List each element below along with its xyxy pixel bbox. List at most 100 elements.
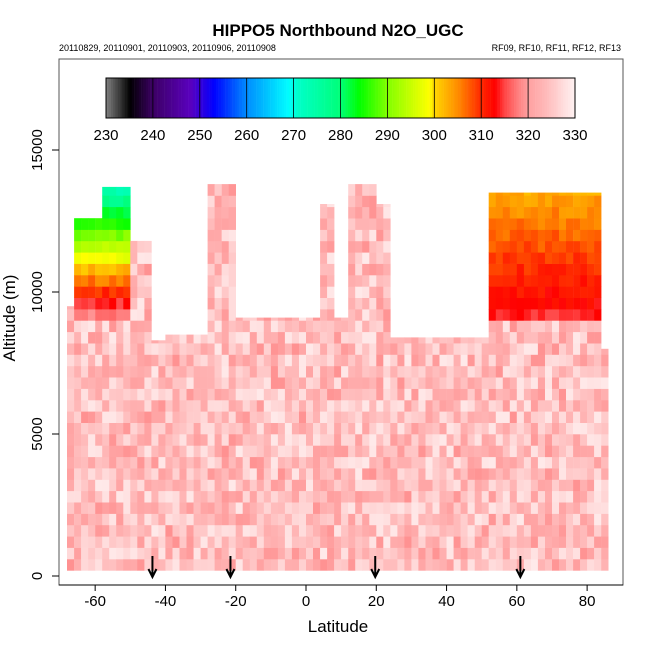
heatmap-cell	[95, 252, 103, 264]
y-tick-label: 5000	[29, 417, 46, 450]
heatmap-cell	[559, 468, 567, 480]
heatmap-cell	[369, 524, 377, 537]
heatmap-cell	[439, 524, 447, 537]
colorbar-segment	[242, 78, 245, 118]
heatmap-cell	[235, 490, 243, 503]
colorbar-segment	[162, 78, 165, 118]
heatmap-cell	[327, 411, 335, 423]
heatmap-cell	[587, 479, 595, 492]
heatmap-cell	[453, 377, 461, 389]
heatmap-cell	[81, 218, 89, 230]
heatmap-cell	[580, 263, 588, 276]
heatmap-cell	[151, 524, 159, 537]
heatmap-cell	[242, 559, 250, 571]
heatmap-cell	[109, 320, 117, 333]
colorbar-segment	[122, 78, 126, 118]
heatmap-cell	[552, 309, 560, 321]
heatmap-cell	[284, 468, 293, 480]
colorbar-segment	[361, 78, 365, 118]
heatmap-cell	[284, 490, 293, 503]
heatmap-cell	[320, 513, 328, 526]
heatmap-cell	[509, 422, 518, 435]
heatmap-cell	[74, 286, 82, 298]
colorbar-segment	[567, 78, 571, 118]
heatmap-cell	[545, 331, 553, 344]
colorbar-segment	[469, 78, 473, 118]
heatmap-cell	[235, 536, 243, 548]
heatmap-cell	[348, 229, 356, 242]
heatmap-cell	[369, 184, 377, 196]
heatmap-cell	[516, 263, 525, 276]
heatmap-cell	[601, 445, 609, 458]
heatmap-cell	[369, 195, 377, 208]
heatmap-cell	[109, 536, 117, 548]
heatmap-cell	[530, 536, 539, 548]
heatmap-cell	[573, 229, 581, 242]
colorbar-segment	[305, 78, 308, 118]
heatmap-cell	[530, 479, 539, 492]
heatmap-cell	[601, 365, 609, 378]
heatmap-cell	[172, 513, 180, 526]
heatmap-cell	[306, 399, 314, 412]
heatmap-cell	[313, 445, 321, 458]
heatmap-cell	[320, 377, 328, 389]
heatmap-cell	[348, 536, 356, 548]
heatmap-cell	[369, 275, 377, 287]
heatmap-cell	[207, 513, 215, 526]
heatmap-cell	[425, 502, 433, 514]
heatmap-cell	[179, 445, 187, 458]
heatmap-cell	[320, 206, 328, 219]
heatmap-cell	[214, 434, 222, 446]
heatmap-cell	[601, 354, 609, 367]
heatmap-cell	[418, 524, 426, 537]
heatmap-cell	[566, 411, 574, 423]
colorbar-segment	[326, 78, 330, 118]
heatmap-cell	[221, 252, 229, 264]
heatmap-cell	[502, 513, 511, 526]
heatmap-cell	[193, 388, 201, 401]
heatmap-cell	[270, 456, 279, 469]
heatmap-cell	[383, 377, 391, 389]
heatmap-cell	[228, 206, 236, 219]
heatmap-cell	[249, 456, 258, 469]
heatmap-cell	[88, 479, 96, 492]
heatmap-cell	[502, 263, 511, 276]
heatmap-cell	[439, 468, 447, 480]
heatmap-cell	[95, 365, 103, 378]
heatmap-cell	[369, 297, 377, 310]
heatmap-cell	[74, 490, 82, 503]
heatmap-cell	[523, 320, 532, 333]
colorbar-segment	[223, 78, 226, 118]
heatmap-cell	[228, 354, 236, 367]
heatmap-cell	[158, 502, 166, 514]
heatmap-cell	[95, 275, 103, 287]
heatmap-cell	[530, 559, 539, 571]
heatmap-cell	[186, 524, 194, 537]
heatmap-cell	[207, 252, 215, 264]
colorbar-tick-label: 260	[234, 127, 259, 144]
heatmap-cell	[228, 445, 236, 458]
heatmap-cell	[102, 479, 110, 492]
heatmap-cell	[327, 286, 335, 298]
heatmap-cell	[291, 524, 300, 537]
heatmap-cell	[327, 204, 335, 208]
heatmap-cell	[383, 388, 391, 401]
heatmap-cell	[523, 192, 532, 196]
flights-subtitle: RF09, RF10, RF11, RF12, RF13	[492, 43, 621, 53]
heatmap-cell	[109, 252, 117, 264]
heatmap-cell	[221, 513, 229, 526]
heatmap-cell	[88, 547, 96, 560]
heatmap-cell	[313, 456, 321, 469]
heatmap-cell	[537, 468, 546, 480]
heatmap-cell	[523, 195, 532, 208]
heatmap-cell	[537, 524, 546, 537]
heatmap-cell	[151, 479, 159, 492]
colorbar-segment	[476, 78, 480, 118]
heatmap-cell	[404, 536, 412, 548]
colorbar-segment	[436, 78, 440, 118]
heatmap-cell	[109, 434, 117, 446]
heatmap-cell	[137, 354, 145, 367]
heatmap-cell	[95, 377, 103, 389]
heatmap-cell	[291, 399, 300, 412]
heatmap-cell	[467, 536, 475, 548]
